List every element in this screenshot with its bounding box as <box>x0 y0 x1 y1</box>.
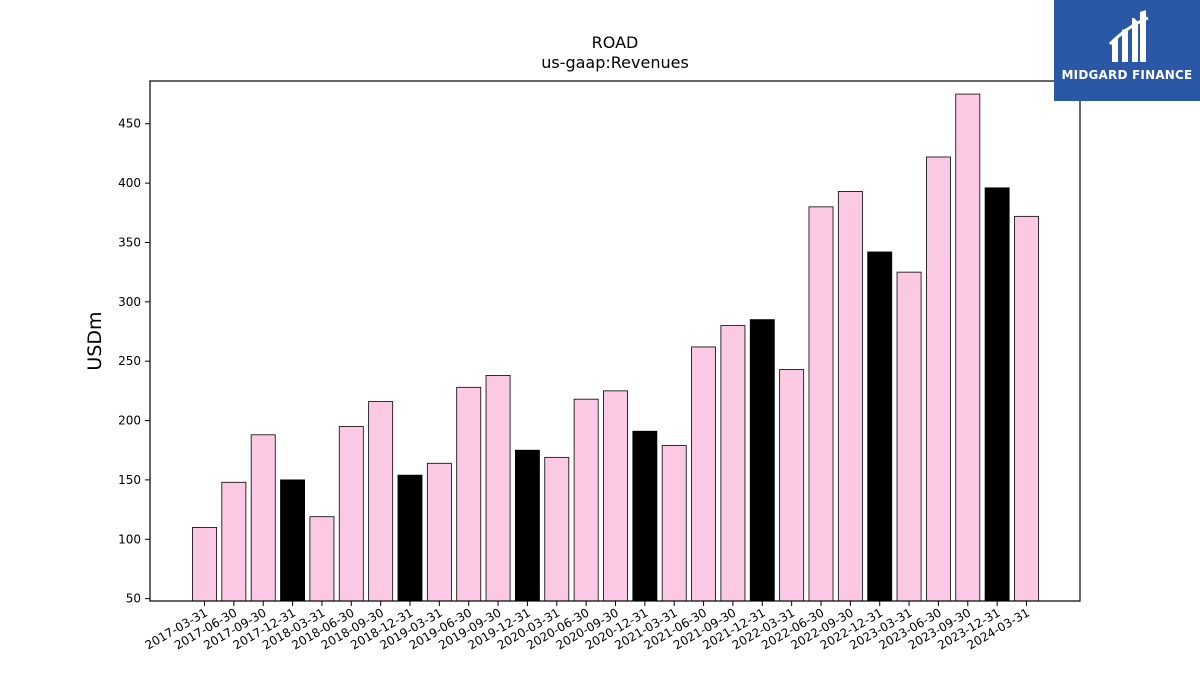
bar-2022-06-30 <box>808 206 834 602</box>
bar-2017-12-31 <box>280 479 305 602</box>
bar-2021-03-31 <box>661 445 687 602</box>
bar-2017-03-31 <box>192 526 217 602</box>
bar-2022-03-31 <box>779 369 805 602</box>
midgard-finance-logo: MIDGARD FINANCE <box>1054 0 1200 101</box>
bar-2023-06-30 <box>925 156 951 602</box>
bar-2018-06-30 <box>338 426 364 602</box>
bar-2022-12-31 <box>867 251 893 602</box>
bar-2019-09-30 <box>485 375 511 602</box>
bar-2023-09-30 <box>955 93 981 602</box>
bar-2018-12-31 <box>397 474 423 602</box>
y-tick-label: 350 <box>118 235 141 249</box>
chart-subtitle: us-gaap:Revenues <box>541 53 689 72</box>
y-tick-label: 450 <box>118 117 141 131</box>
bar-2017-09-30 <box>250 434 276 602</box>
logo-text: MIDGARD FINANCE <box>1061 68 1193 82</box>
y-tick-label: 300 <box>118 295 141 309</box>
y-tick-label: 100 <box>118 532 141 546</box>
bar-2023-12-31 <box>984 187 1010 602</box>
chart-title: ROAD <box>591 33 639 52</box>
bar-2018-09-30 <box>368 401 394 602</box>
y-axis-label: USDm <box>84 311 106 370</box>
y-tick-label: 250 <box>118 354 141 368</box>
bar-2020-09-30 <box>603 390 628 602</box>
bar-2020-03-31 <box>544 456 570 602</box>
bar-2019-06-30 <box>456 386 482 602</box>
y-tick-label: 50 <box>126 592 141 606</box>
y-tick-label: 150 <box>118 473 141 487</box>
bar-2021-06-30 <box>691 346 717 602</box>
bar-2019-12-31 <box>514 449 540 602</box>
bar-2021-12-31 <box>749 319 775 602</box>
bar-2017-06-30 <box>221 481 247 602</box>
y-tick-label: 400 <box>118 176 141 190</box>
bar-2019-03-31 <box>426 462 452 602</box>
bar-2024-03-31 <box>1014 215 1039 602</box>
bar-2020-12-31 <box>632 430 658 602</box>
bar-2018-03-31 <box>309 516 335 602</box>
bar-2020-06-30 <box>573 398 599 602</box>
logo-mark-icon <box>1108 10 1149 62</box>
bar-2022-09-30 <box>837 191 863 602</box>
y-tick-label: 200 <box>118 414 141 428</box>
bar-2021-09-30 <box>720 325 746 602</box>
bar-2023-03-31 <box>896 271 922 602</box>
